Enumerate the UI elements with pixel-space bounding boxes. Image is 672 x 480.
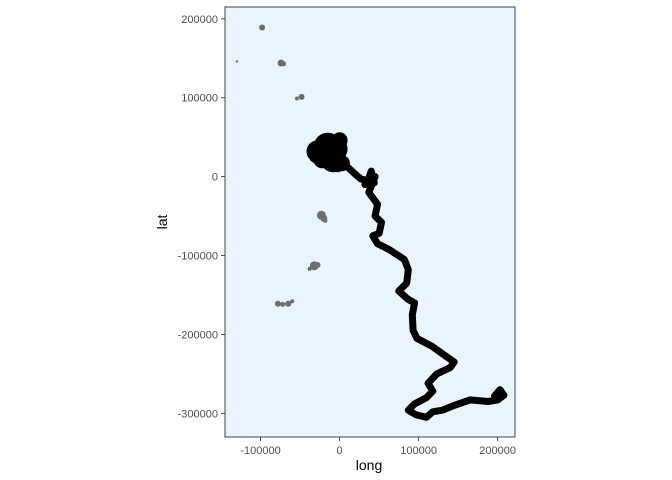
track-cluster [308,149,323,164]
island-point [281,61,286,67]
island-point [298,93,305,100]
y-tick-label: 200000 [181,14,218,26]
y-axis: -300000 -200000 -100000 0 100000 200000 [178,14,225,420]
y-tick-label: -100000 [178,251,218,263]
y-tick-label: 0 [212,172,218,184]
island-point [259,24,266,31]
plot-panel-border [224,6,516,438]
plot-marks [235,24,508,421]
island-point [235,60,239,63]
island-point [285,300,292,307]
x-tick-label: 0 [337,445,343,457]
y-tick-label: -200000 [178,329,218,341]
track-cluster [331,132,348,149]
x-tick-label: 100000 [400,445,437,457]
x-axis: -100000 0 100000 200000 [240,437,516,457]
y-axis-title: lat [154,215,170,230]
island-point [280,301,286,307]
island-point [307,266,312,271]
island-point [314,262,321,268]
x-tick-label: 200000 [479,445,516,457]
x-axis-title: long [356,457,382,473]
island-point [274,300,281,307]
track-cluster [333,155,350,172]
island-point [294,96,299,101]
x-tick-label: -100000 [240,445,280,457]
island-point [323,218,328,223]
y-tick-label: -300000 [178,408,218,420]
island-point [290,299,295,304]
plot-panel [225,7,515,437]
y-tick-label: 100000 [181,93,218,105]
